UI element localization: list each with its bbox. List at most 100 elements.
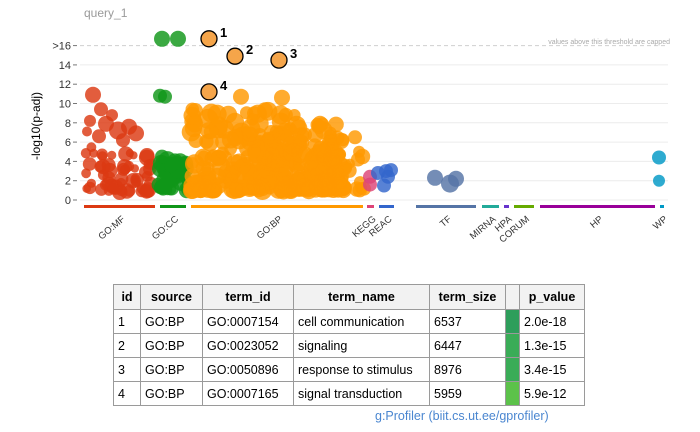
point-go-bp bbox=[312, 140, 328, 156]
p-value-color-swatch bbox=[505, 309, 520, 334]
cell-p-value: 5.9e-12 bbox=[519, 381, 585, 406]
y-tick-label: 6 bbox=[65, 137, 71, 149]
source-bar bbox=[514, 205, 534, 208]
x-source-label: HP bbox=[588, 214, 605, 231]
col-header-color bbox=[505, 284, 520, 310]
source-bar bbox=[160, 205, 186, 208]
point-go-mf bbox=[82, 157, 97, 171]
cell-source: GO:BP bbox=[140, 381, 203, 406]
point-go-bp bbox=[186, 115, 204, 133]
y-tick-label: 0 bbox=[65, 195, 71, 207]
point-go-bp bbox=[312, 115, 328, 132]
source-bar bbox=[416, 205, 476, 208]
point-go-mf bbox=[114, 172, 129, 186]
point-go-bp bbox=[336, 133, 350, 147]
highlighted-points: 1 2 3 4 bbox=[200, 25, 297, 101]
point-reac bbox=[384, 163, 398, 178]
source-bar bbox=[367, 205, 374, 208]
point-wp bbox=[653, 174, 665, 187]
source-bar bbox=[191, 205, 363, 208]
point-go-mf bbox=[92, 129, 106, 144]
point-go-mf bbox=[84, 114, 96, 127]
point-go-cc bbox=[167, 153, 183, 170]
cell-id: 2 bbox=[113, 333, 141, 358]
y-axis-ticks: 0 2 4 6 8 10 12 14 >16 bbox=[52, 41, 77, 207]
point-go-bp bbox=[225, 171, 238, 184]
col-header-source: source bbox=[140, 284, 203, 310]
point-go-mf bbox=[95, 159, 111, 175]
point-go-mf bbox=[141, 171, 153, 182]
cell-term-size: 5959 bbox=[429, 381, 506, 406]
point-tf bbox=[448, 170, 464, 187]
point-go-bp bbox=[192, 181, 208, 198]
gprofiler-link[interactable]: g:Profiler (biit.cs.ut.ee/gprofiler) bbox=[375, 409, 549, 423]
y-tick-label: 14 bbox=[59, 60, 71, 72]
p-value-color-swatch bbox=[505, 357, 520, 382]
point-go-cc bbox=[158, 89, 172, 104]
point-go-bp bbox=[186, 157, 199, 170]
point-go-cc bbox=[154, 30, 170, 47]
source-bars bbox=[84, 205, 664, 208]
point-go-mf bbox=[107, 150, 117, 160]
point-go-cc bbox=[170, 30, 186, 47]
point-go-mf bbox=[89, 148, 99, 158]
point-go-cc bbox=[156, 178, 173, 195]
col-header-term-name: term_name bbox=[293, 284, 430, 310]
x-source-label: TF bbox=[438, 214, 454, 230]
point-go-bp bbox=[276, 122, 294, 140]
highlighted-point-label: 1 bbox=[220, 25, 227, 40]
data-points bbox=[80, 30, 666, 200]
point-go-mf bbox=[81, 168, 91, 179]
point-go-mf bbox=[129, 151, 138, 160]
cell-source: GO:BP bbox=[140, 357, 203, 382]
point-kegg bbox=[363, 177, 377, 192]
point-go-mf bbox=[123, 160, 135, 172]
cell-term-name: signaling bbox=[293, 333, 430, 358]
point-go-bp bbox=[263, 125, 279, 141]
cell-term-id: GO:0050896 bbox=[202, 357, 294, 382]
highlighted-point-label: 2 bbox=[246, 42, 253, 57]
table-header-row: id source term_id term_name term_size p_… bbox=[113, 284, 585, 310]
y-tick-label: >16 bbox=[52, 41, 71, 53]
point-go-bp bbox=[341, 163, 357, 178]
point-go-bp bbox=[211, 150, 227, 166]
point-go-bp bbox=[290, 172, 306, 188]
point-go-bp bbox=[203, 124, 219, 139]
point-go-mf bbox=[107, 183, 120, 195]
point-go-bp bbox=[221, 131, 240, 149]
y-tick-label: 12 bbox=[59, 79, 71, 91]
point-go-bp bbox=[241, 180, 258, 197]
highlighted-point-3 bbox=[270, 51, 288, 69]
point-go-mf bbox=[95, 183, 108, 196]
y-tick-label: 8 bbox=[65, 118, 71, 130]
point-go-bp bbox=[351, 152, 365, 167]
x-source-label: WP bbox=[651, 214, 670, 232]
results-table: id source term_id term_name term_size p_… bbox=[113, 284, 585, 406]
table-row: 2 GO:BP GO:0023052 signaling 6447 1.3e-1… bbox=[113, 333, 585, 358]
source-bar bbox=[504, 205, 509, 208]
point-go-bp bbox=[324, 126, 337, 139]
cell-term-name: cell communication bbox=[293, 309, 430, 334]
cell-term-name: response to stimulus bbox=[293, 357, 430, 382]
point-go-bp bbox=[291, 145, 310, 163]
col-header-id: id bbox=[113, 284, 141, 310]
point-go-bp bbox=[321, 180, 337, 197]
cell-term-size: 8976 bbox=[429, 357, 506, 382]
x-source-label: GO:CC bbox=[150, 214, 181, 243]
point-go-cc bbox=[155, 149, 169, 164]
source-bar bbox=[84, 205, 155, 208]
point-go-bp bbox=[265, 147, 280, 162]
col-header-term-size: term_size bbox=[429, 284, 506, 310]
table-row: 1 GO:BP GO:0007154 cell communication 65… bbox=[113, 309, 585, 334]
cell-term-id: GO:0023052 bbox=[202, 333, 294, 358]
point-go-bp bbox=[201, 103, 221, 123]
point-go-mf bbox=[97, 151, 108, 162]
cell-term-id: GO:0007154 bbox=[202, 309, 294, 334]
point-go-bp bbox=[195, 160, 212, 177]
y-axis-label: -log10(p-adj) bbox=[29, 92, 43, 160]
col-header-term-id: term_id bbox=[202, 284, 294, 310]
cell-term-size: 6537 bbox=[429, 309, 506, 334]
cell-p-value: 1.3e-15 bbox=[519, 333, 585, 358]
highlighted-point-label: 3 bbox=[290, 46, 297, 61]
